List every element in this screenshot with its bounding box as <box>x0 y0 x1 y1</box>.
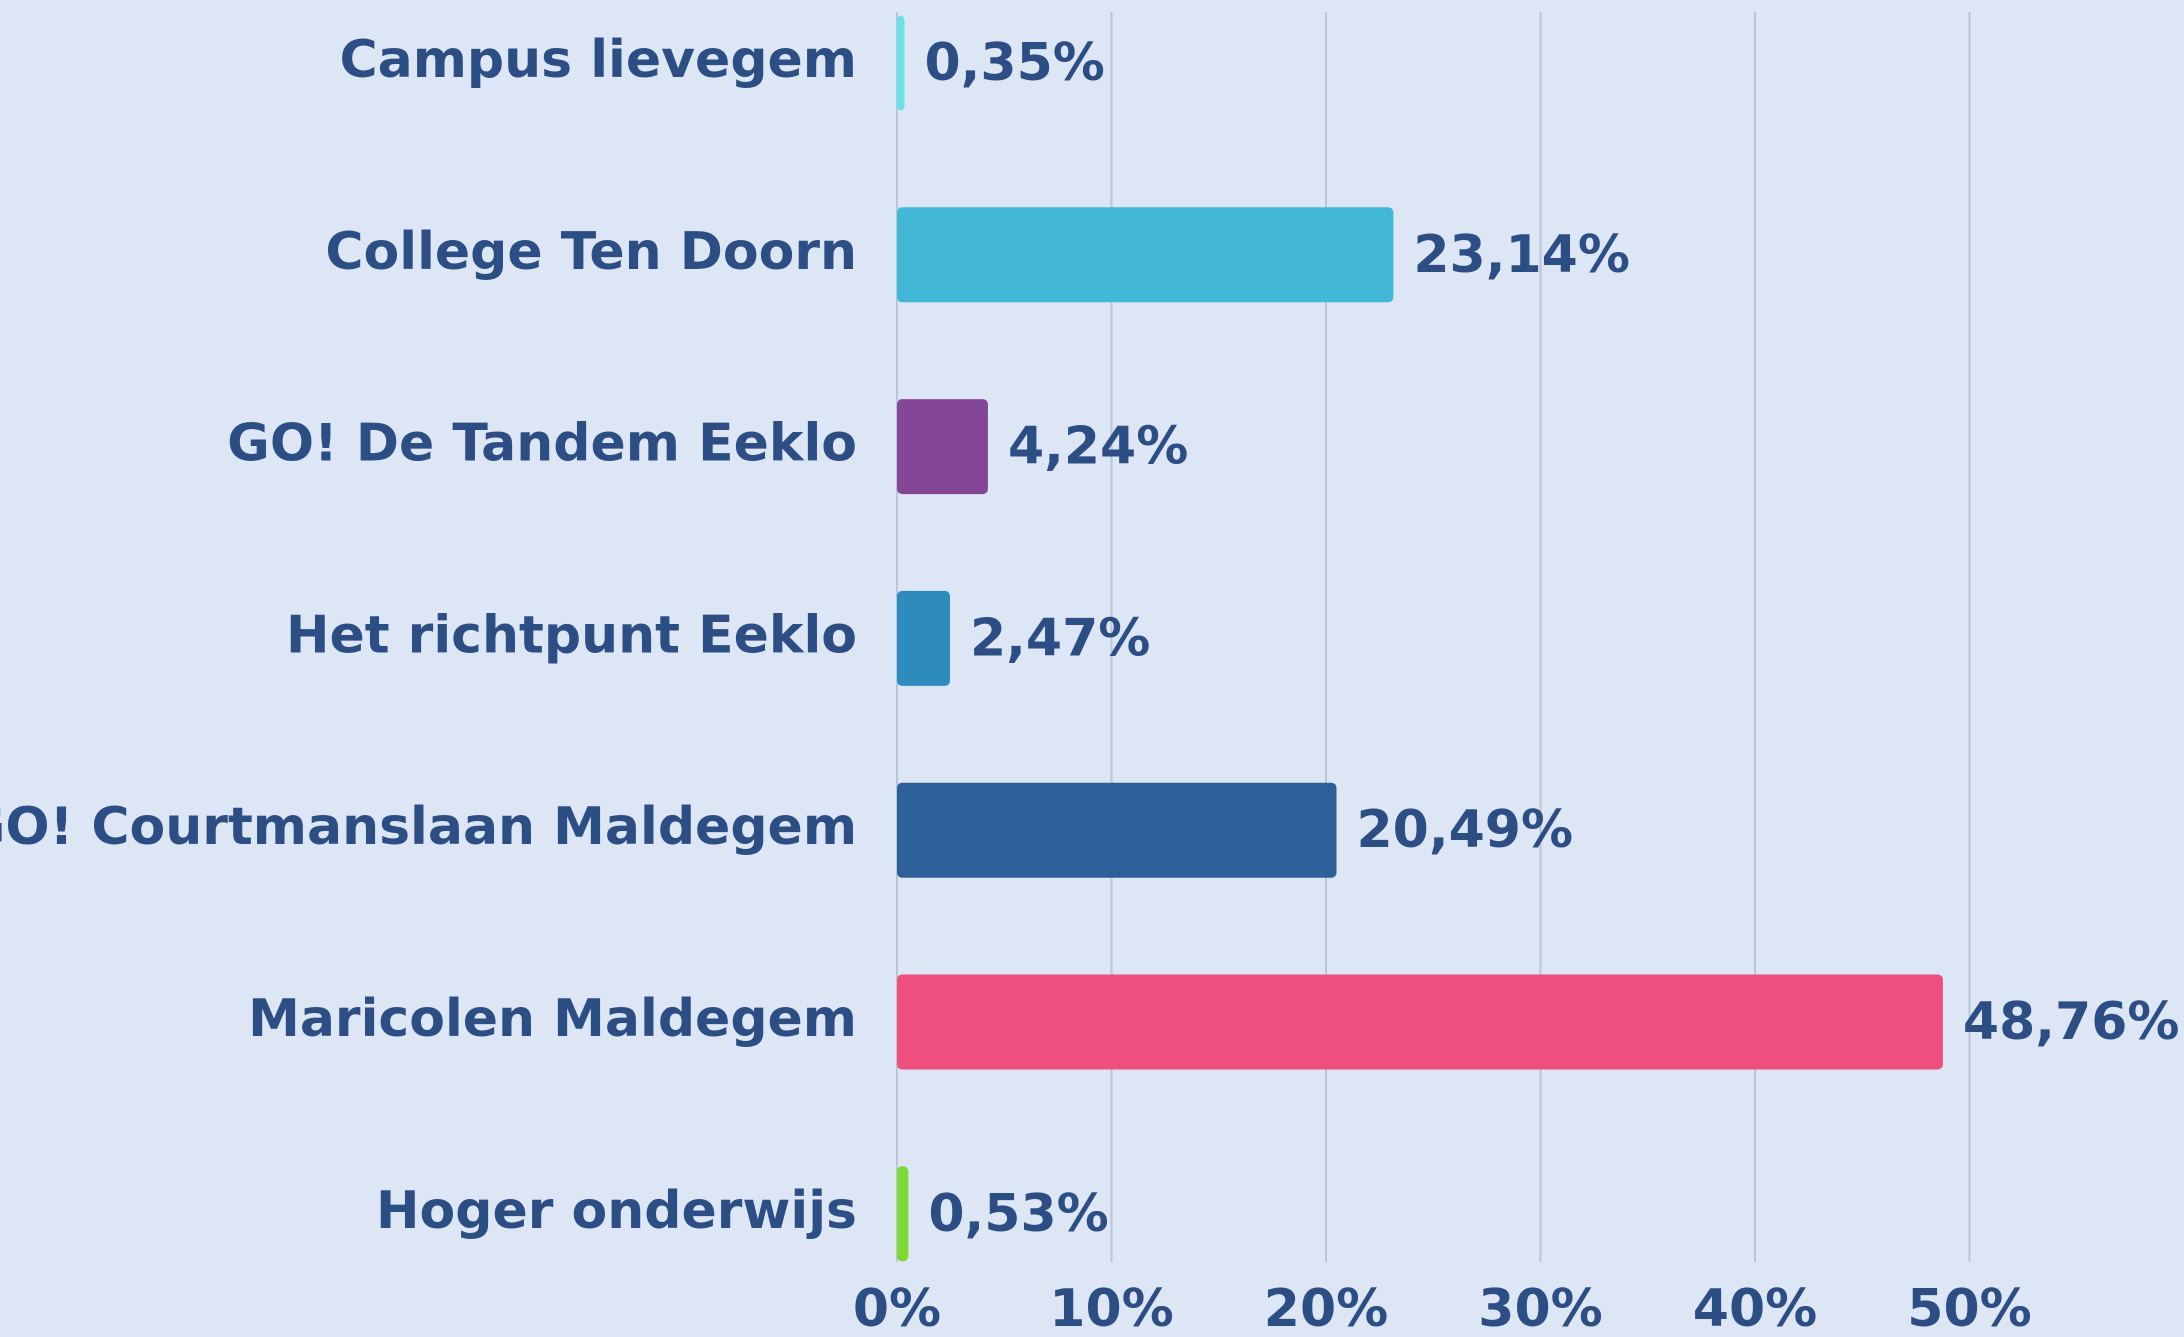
x-tick-label: 20% <box>1264 1279 1388 1337</box>
bar <box>897 207 1394 303</box>
y-tick-label: Hoger onderwijs <box>376 1181 857 1241</box>
y-tick-label: Het richtpunt Eeklo <box>286 605 857 665</box>
y-tick-label: Maricolen Maldegem <box>248 989 857 1049</box>
y-tick-label: GO! De Tandem Eeklo <box>227 414 857 474</box>
value-label: 23,14% <box>1413 225 1630 285</box>
x-tick-label: 0% <box>853 1279 941 1337</box>
value-label: 48,76% <box>1963 992 2180 1052</box>
x-tick-label: 40% <box>1693 1279 1817 1337</box>
bar <box>897 782 1337 878</box>
bar <box>897 15 905 111</box>
value-label: 0,53% <box>928 1184 1108 1244</box>
bar <box>897 590 950 686</box>
value-label: 0,35% <box>925 33 1105 93</box>
x-tick-label: 50% <box>1907 1279 2031 1337</box>
value-label: 20,49% <box>1357 800 1574 860</box>
y-tick-label: Campus lievegem <box>340 30 858 90</box>
bar <box>897 974 1943 1070</box>
value-label: 4,24% <box>1008 417 1188 477</box>
bar <box>897 1166 909 1262</box>
y-tick-label: College Ten Doorn <box>325 222 857 282</box>
x-tick-label: 10% <box>1049 1279 1173 1337</box>
x-tick-label: 30% <box>1478 1279 1602 1337</box>
y-tick-label: GO! Courtmanslaan Maldegem <box>0 797 857 857</box>
bar <box>897 399 988 495</box>
value-label: 2,47% <box>970 608 1150 668</box>
